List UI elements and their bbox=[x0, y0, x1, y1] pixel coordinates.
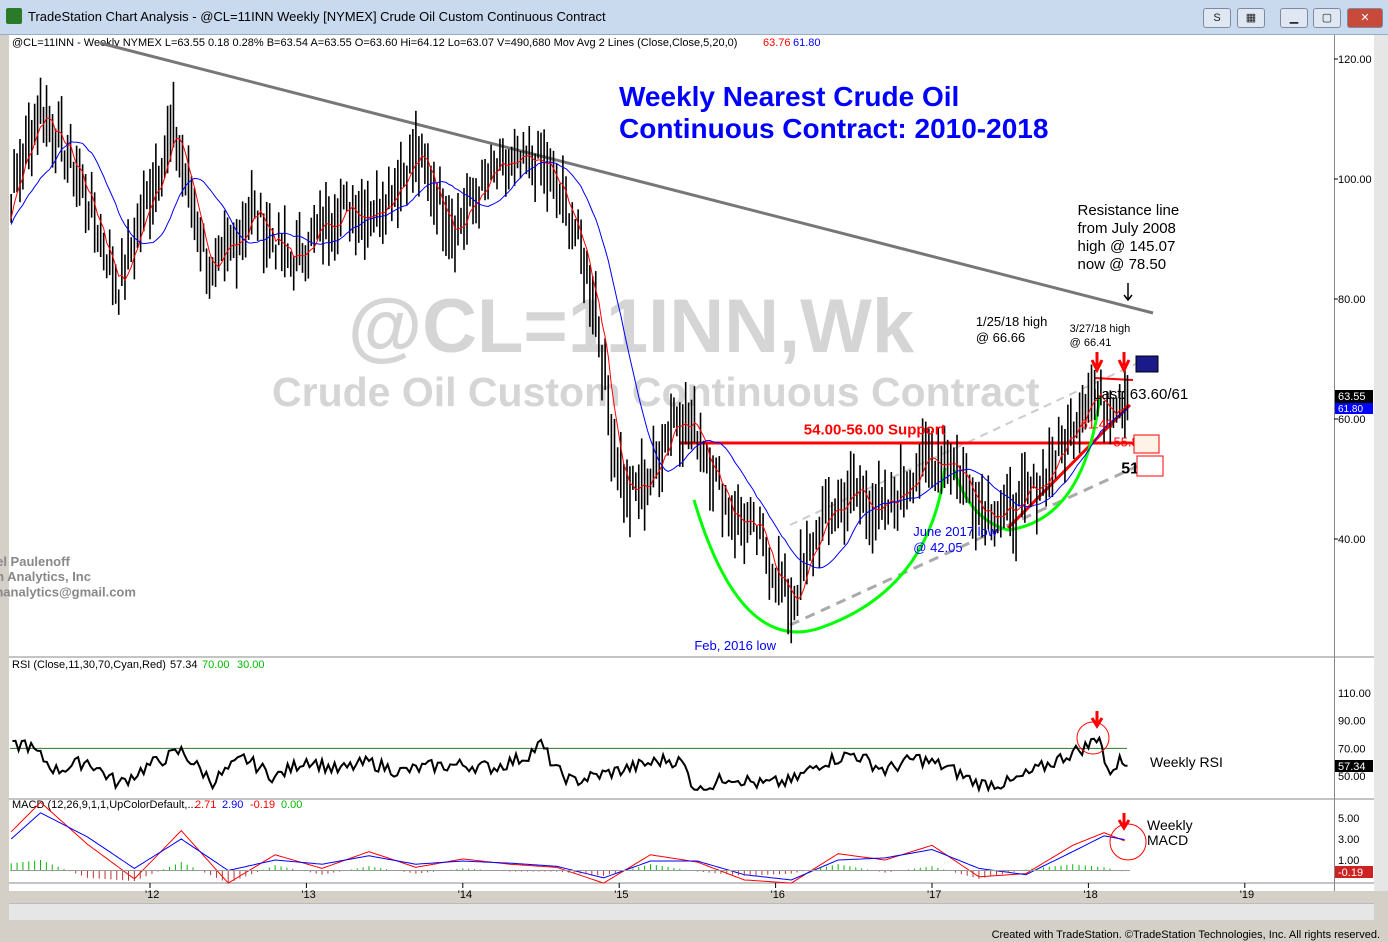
annotation-label: from July 2008 bbox=[1078, 220, 1176, 237]
annotation-label: Resistance line bbox=[1078, 202, 1180, 219]
ma-fast-value: 63.76 bbox=[763, 37, 791, 49]
macd-pane-title-1: Weekly bbox=[1147, 817, 1193, 833]
time-tick-label: '19 bbox=[1240, 889, 1254, 901]
channel-lower-line bbox=[789, 463, 1141, 627]
window-title: TradeStation Chart Analysis - @CL=11INN … bbox=[28, 9, 606, 24]
rsi-last-label: 57.34 bbox=[1338, 761, 1366, 773]
annotation-label: Pattern Analytics, Inc bbox=[0, 569, 91, 584]
annotation-label: now @ 78.50 bbox=[1078, 256, 1167, 273]
rsi-tick-label: 70.00 bbox=[1338, 743, 1366, 755]
macd-pane-title-2: MACD bbox=[1147, 832, 1188, 848]
annotation-label: @ 66.41 bbox=[1070, 337, 1112, 349]
annotation-label: @ 42.05 bbox=[913, 540, 962, 555]
rsi-overbought: 70.00 bbox=[202, 659, 230, 671]
minimize-button[interactable]: ▁ bbox=[1280, 8, 1308, 28]
saucer-2016 bbox=[692, 467, 947, 634]
price-tick-label: 80.00 bbox=[1338, 294, 1366, 306]
chart-title-line2: Continuous Contract: 2010-2018 bbox=[619, 113, 1048, 144]
vertical-scrollbar[interactable] bbox=[1374, 35, 1388, 891]
macd-tick-label: 5.00 bbox=[1338, 813, 1359, 825]
macd-header: MACD (12,26,9,1,1,UpColorDefault,... bbox=[12, 799, 197, 811]
target-box-high bbox=[1135, 355, 1159, 373]
last-ma-label: 61.80 bbox=[1338, 404, 1363, 415]
last-price-tag bbox=[1335, 390, 1373, 403]
rsi-arrow-icon bbox=[1090, 711, 1104, 729]
price-tick-label: 120.00 bbox=[1338, 54, 1372, 66]
rsi-header: RSI (Close,11,30,70,Cyan,Red) bbox=[12, 659, 166, 671]
annotation-label: high @ 145.07 bbox=[1078, 238, 1176, 255]
resistance-arrow-icon bbox=[1123, 283, 1133, 302]
macd-last-tag bbox=[1335, 866, 1373, 878]
time-tick-label: '13 bbox=[301, 889, 315, 901]
footer-credit: Created with TradeStation. ©TradeStation… bbox=[991, 929, 1380, 941]
annotation-label: Last: 63.60/61 bbox=[1093, 386, 1188, 403]
annotation-label: @ 66.66 bbox=[976, 330, 1025, 345]
last-price-label: 63.55 bbox=[1338, 391, 1366, 403]
annotation-label: 1/25/18 high bbox=[976, 314, 1048, 329]
macd-signal-value: 2.90 bbox=[222, 799, 243, 811]
time-tick-label: '18 bbox=[1083, 889, 1097, 901]
horizontal-scrollbar[interactable] bbox=[9, 903, 1374, 920]
price-tick-label: 40.00 bbox=[1338, 534, 1366, 546]
price-tick-label: 100.00 bbox=[1338, 174, 1372, 186]
macd-diff-value: -0.19 bbox=[250, 799, 275, 811]
macd-zero-value: 0.00 bbox=[281, 799, 302, 811]
rsi-oversold: 30.00 bbox=[237, 659, 265, 671]
ma-slow-value: 61.80 bbox=[793, 37, 821, 49]
annotation-label: Feb, 2016 low bbox=[694, 638, 776, 653]
macd-last-label: -0.19 bbox=[1338, 867, 1363, 879]
macd-tick-label: 1.00 bbox=[1338, 855, 1359, 867]
target-box-55 bbox=[1133, 434, 1160, 454]
rsi-tick-label: 110.00 bbox=[1338, 688, 1371, 700]
macd-highlight-circle bbox=[1109, 823, 1147, 861]
rsi-tick-label: 90.00 bbox=[1338, 716, 1366, 728]
high-arrow-icon bbox=[1117, 352, 1131, 374]
time-tick-label: '15 bbox=[614, 889, 628, 901]
price-axis[interactable] bbox=[1334, 35, 1375, 891]
macd-tick-label: 3.00 bbox=[1338, 834, 1359, 846]
annotation-label: Michael Paulenoff bbox=[0, 554, 70, 569]
annotation-label: 3/27/18 high bbox=[1070, 323, 1131, 335]
resistance-line bbox=[99, 41, 1154, 315]
macd-arrow-icon bbox=[1117, 813, 1131, 831]
annotation-label: June 2017 low bbox=[913, 524, 997, 539]
time-tick-label: '12 bbox=[145, 889, 159, 901]
target-box-51 bbox=[1136, 455, 1164, 477]
high-arrow-icon bbox=[1090, 352, 1104, 374]
watermark-symbol: @CL=11INN,Wk bbox=[348, 284, 915, 369]
annotation-label: 54.00-56.00 Support bbox=[804, 422, 946, 439]
annotation-label: patternanalytics@gmail.com bbox=[0, 585, 136, 600]
ma-slow-line bbox=[10, 141, 1128, 569]
rsi-pane-title: Weekly RSI bbox=[1150, 754, 1223, 770]
rsi-value: 57.34 bbox=[170, 659, 198, 671]
last-ma-tag bbox=[1335, 403, 1373, 414]
annotation-label: 61.40 bbox=[1081, 417, 1114, 432]
time-tick-label: '16 bbox=[771, 889, 785, 901]
time-tick-label: '17 bbox=[927, 889, 941, 901]
price-tick-label: 60.00 bbox=[1338, 414, 1366, 426]
watermark-contract: Crude Oil Custom Continuous Contract bbox=[272, 369, 1040, 415]
tradestation-icon bbox=[6, 8, 22, 24]
grid-icon[interactable]: ▦ bbox=[1237, 8, 1265, 28]
time-tick-label: '14 bbox=[458, 889, 472, 901]
symbol-header: @CL=11INN - Weekly NYMEX L=63.55 0.18 0.… bbox=[12, 37, 737, 49]
maximize-button[interactable]: ▢ bbox=[1313, 8, 1341, 28]
rsi-line bbox=[12, 735, 1128, 794]
rsi-last-tag bbox=[1335, 760, 1373, 772]
macd-signal-line bbox=[10, 812, 1125, 881]
rsi-tick-label: 50.00 bbox=[1338, 771, 1366, 783]
close-button[interactable]: ✕ bbox=[1347, 8, 1383, 28]
symbol-menu-button[interactable]: S bbox=[1203, 8, 1231, 28]
title-bar: TradeStation Chart Analysis - @CL=11INN … bbox=[0, 0, 1388, 35]
ma-fast-line bbox=[10, 117, 1128, 600]
chart-title-line1: Weekly Nearest Crude Oil bbox=[619, 81, 959, 112]
macd-value: 2.71 bbox=[195, 799, 216, 811]
